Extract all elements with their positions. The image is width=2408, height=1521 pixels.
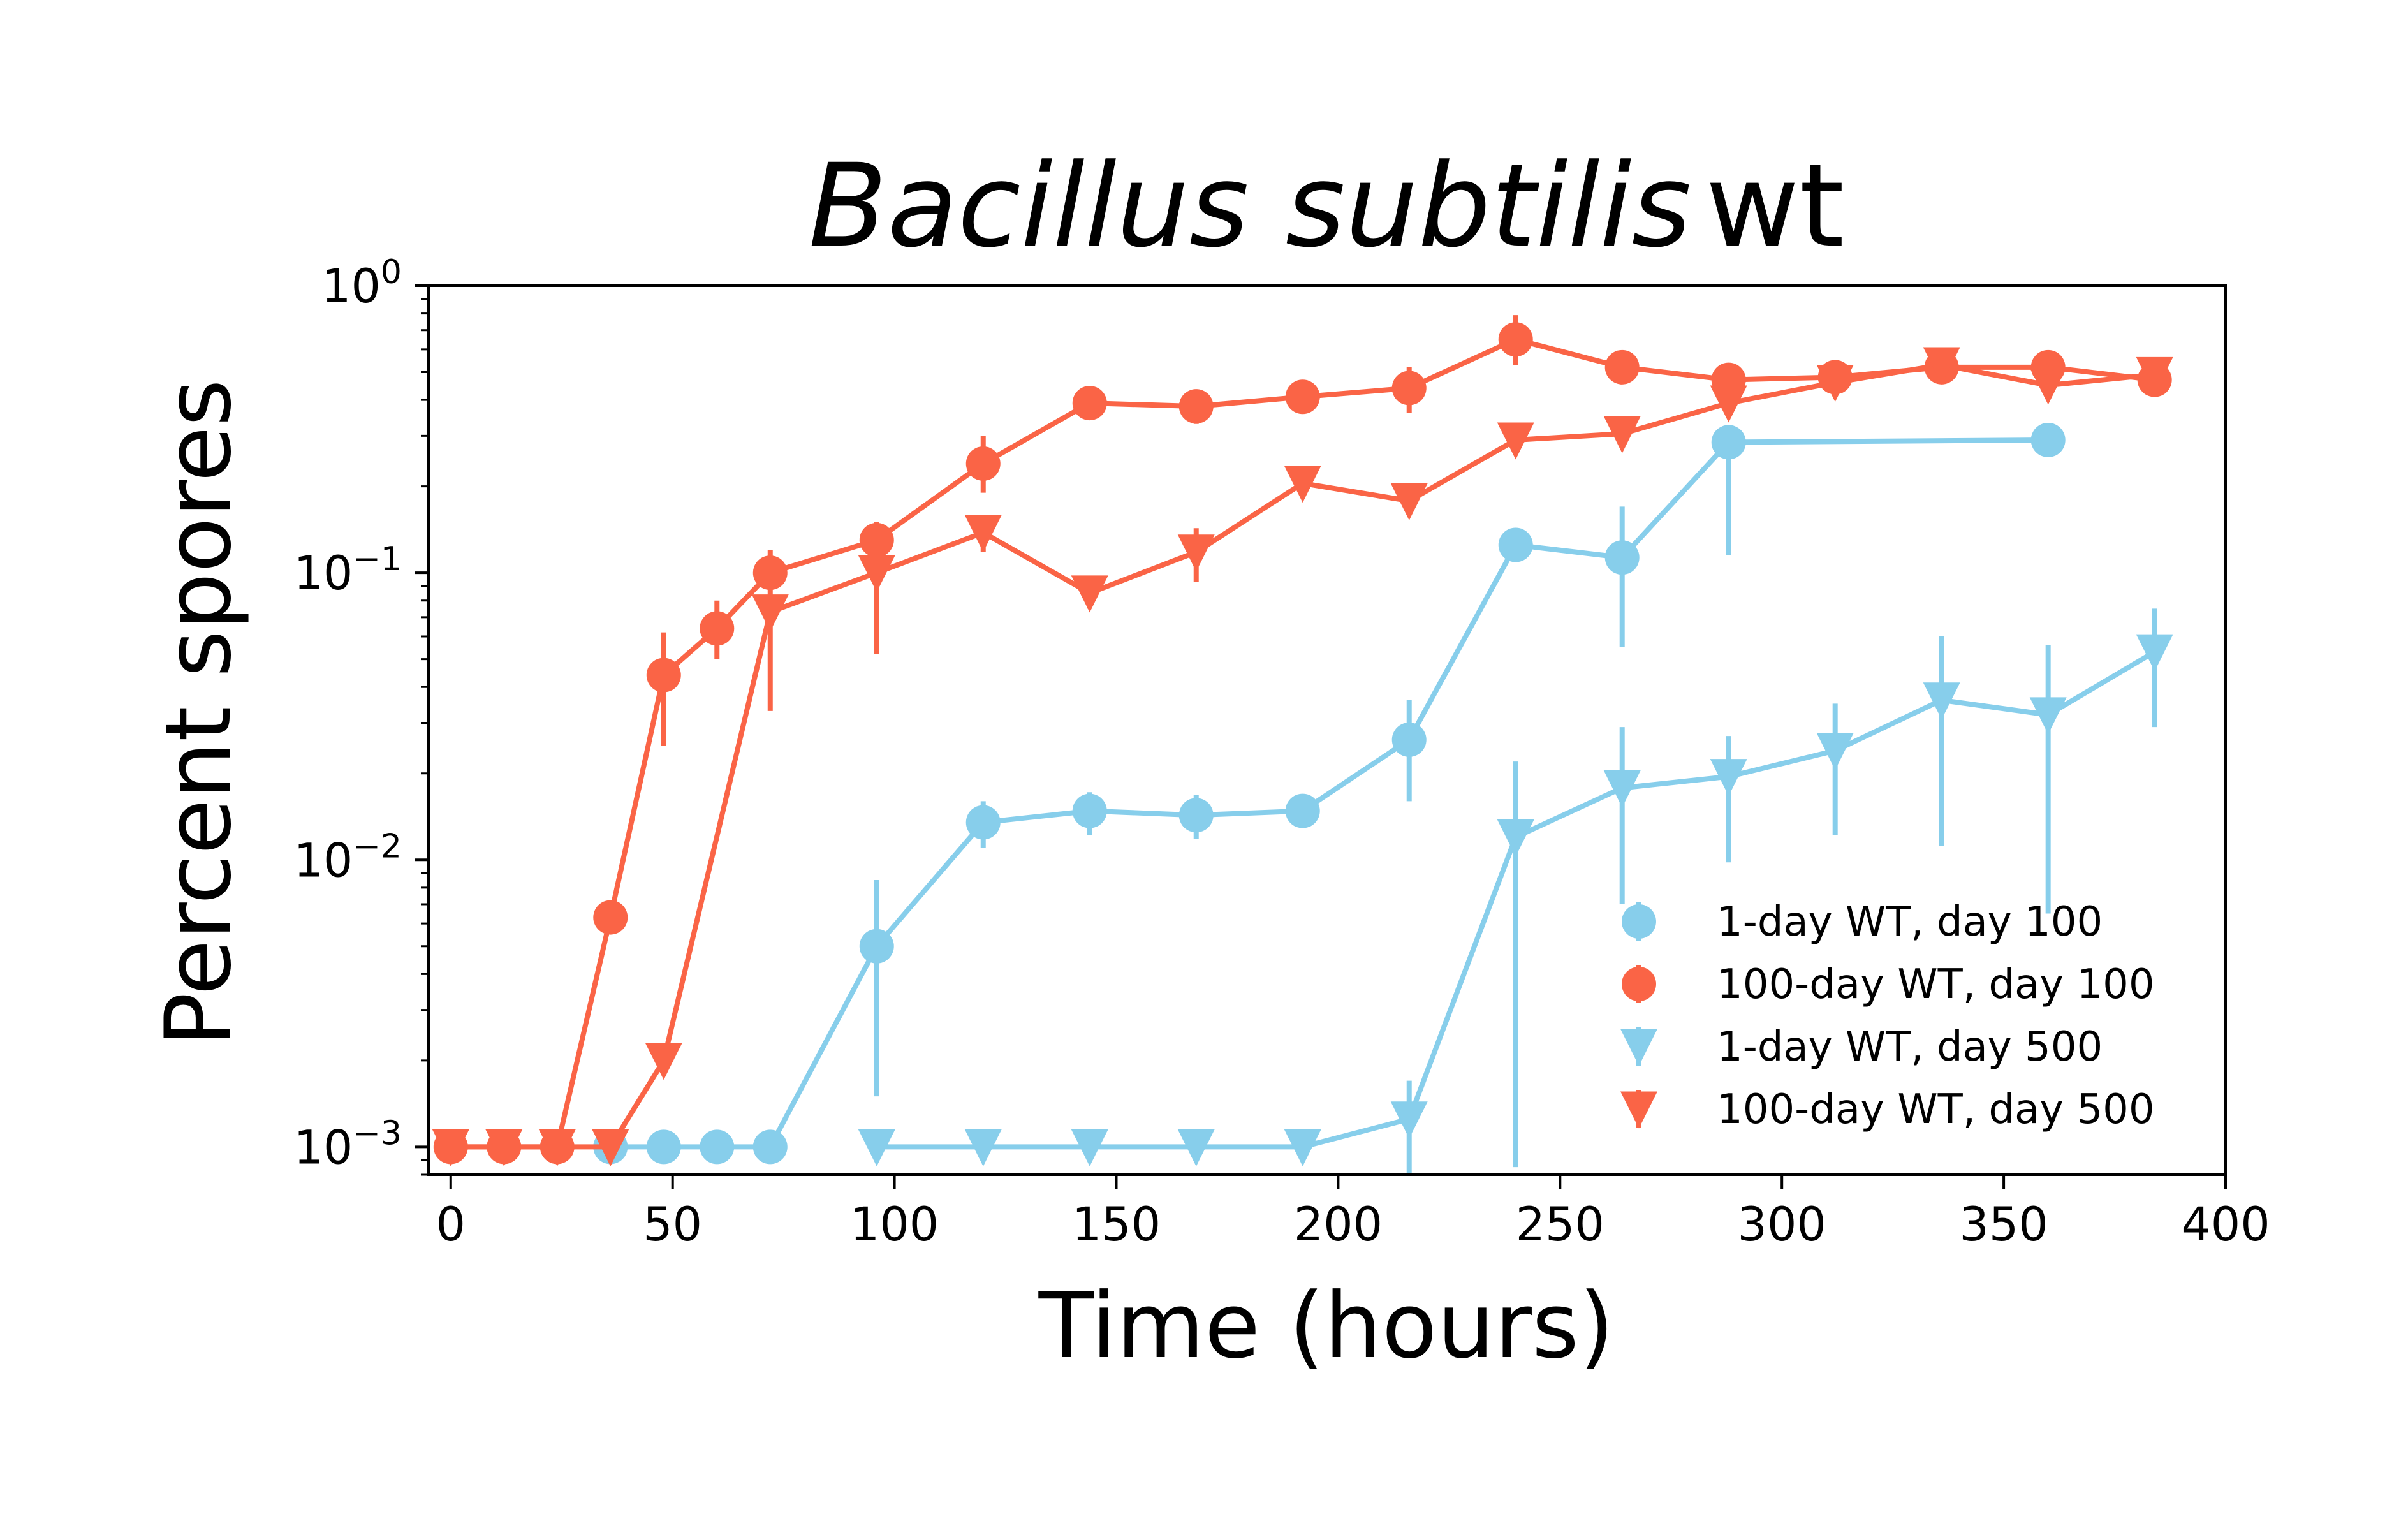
data-point: [1816, 365, 1854, 402]
data-point: [1498, 527, 1533, 562]
data-point: [2029, 697, 2067, 735]
data-point: [751, 594, 789, 632]
data-point: [1391, 722, 1427, 757]
data-point: [1603, 770, 1641, 807]
data-point: [1497, 819, 1534, 857]
data-point: [1177, 1129, 1215, 1166]
data-point: [1071, 575, 1108, 613]
x-tick-label: 400: [2181, 1198, 2270, 1252]
legend-label: 100-day WT, day 500: [1717, 1086, 2155, 1133]
axes: 0 50 100 150 200 250 300 350 400 10−3 10−2 10−1 100: [293, 253, 2270, 1252]
data-point: [1710, 385, 1747, 423]
data-point: [1284, 466, 1321, 503]
chart-title: Bacillus subtilis wt: [809, 140, 1844, 273]
data-point: [1285, 793, 1320, 828]
y-tick-label: 10−3: [293, 1114, 402, 1175]
x-tick-label: 0: [436, 1198, 466, 1252]
data-point: [1497, 422, 1534, 460]
data-point: [1498, 322, 1533, 357]
legend-label: 100-day WT, day 100: [1717, 961, 2155, 1008]
x-tick-label: 300: [1738, 1198, 1826, 1252]
y-axis-label: Percent spores: [146, 379, 251, 1047]
y-tick-label: 100: [321, 253, 402, 314]
legend-marker: [1620, 1091, 1657, 1129]
data-point: [645, 1043, 682, 1080]
data-point: [2136, 356, 2173, 394]
data-point: [700, 611, 735, 646]
data-point: [1072, 386, 1107, 421]
series-4: [432, 347, 2173, 1166]
data-point: [1178, 389, 1214, 424]
legend-marker: [1620, 1029, 1657, 1066]
data-point: [485, 1129, 523, 1166]
plot-area: [432, 315, 2173, 1175]
data-point: [1923, 347, 1960, 385]
series-1: [593, 422, 2066, 1165]
legend-entry-3: 1-day WT, day 500: [1620, 1024, 2103, 1071]
y-tick-label: 10−1: [293, 540, 402, 601]
data-point: [965, 446, 1001, 481]
data-point: [965, 805, 1001, 840]
data-point: [700, 1129, 735, 1165]
data-point: [1178, 798, 1214, 833]
x-axis-label: Time (hours): [1038, 1274, 1615, 1379]
data-point: [964, 1129, 1002, 1166]
data-point: [1390, 1101, 1428, 1139]
data-point: [1604, 540, 1640, 575]
data-point: [1390, 483, 1428, 520]
x-tick-label: 200: [1294, 1198, 1383, 1252]
data-point: [1710, 759, 1747, 797]
series-3: [858, 608, 2173, 1175]
x-tick-label: 250: [1516, 1198, 1604, 1252]
data-point: [858, 1129, 895, 1166]
data-point: [964, 515, 1002, 552]
series-2: [433, 315, 2172, 1165]
chart-title-italic: Bacillus subtilis: [809, 140, 1691, 273]
x-tick-label: 100: [850, 1198, 939, 1252]
data-point: [1177, 534, 1215, 572]
legend-label: 1-day WT, day 100: [1717, 899, 2103, 946]
data-point: [2030, 422, 2066, 457]
data-point: [1816, 733, 1854, 770]
data-point: [538, 1129, 576, 1166]
legend-entry-4: 100-day WT, day 500: [1620, 1086, 2155, 1133]
legend-label: 1-day WT, day 500: [1717, 1024, 2103, 1071]
legend-marker: [1622, 967, 1656, 1001]
data-point: [1604, 349, 1640, 385]
legend: 1-day WT, day 100 100-day WT, day 100 1-da…: [1620, 899, 2155, 1133]
x-tick-label: 150: [1072, 1198, 1161, 1252]
chart-title-regular: wt: [1705, 140, 1844, 273]
data-point: [858, 555, 895, 592]
x-tick-label: 350: [1959, 1198, 2048, 1252]
legend-marker: [1622, 904, 1656, 939]
data-point: [1071, 1129, 1108, 1166]
data-point: [1391, 371, 1427, 406]
data-point: [1072, 793, 1107, 828]
series-line: [450, 337, 2155, 1150]
legend-entry-1: 1-day WT, day 100: [1622, 899, 2103, 946]
legend-entry-2: 100-day WT, day 100: [1622, 961, 2155, 1008]
x-tick-label: 50: [643, 1198, 702, 1252]
data-point: [593, 900, 628, 935]
data-point: [592, 1129, 629, 1166]
data-point: [752, 1129, 788, 1165]
data-point: [1711, 425, 1746, 460]
data-point: [432, 1129, 469, 1166]
data-point: [1923, 682, 1960, 720]
data-point: [646, 1129, 681, 1165]
data-point: [1284, 1129, 1321, 1166]
plot-frame: [427, 284, 2227, 1176]
y-tick-label: 10−2: [293, 827, 402, 888]
data-point: [646, 658, 681, 693]
data-point: [859, 929, 894, 964]
data-point: [1603, 416, 1641, 453]
data-point: [2029, 367, 2067, 405]
data-point: [2136, 634, 2173, 672]
data-point: [1285, 379, 1320, 415]
